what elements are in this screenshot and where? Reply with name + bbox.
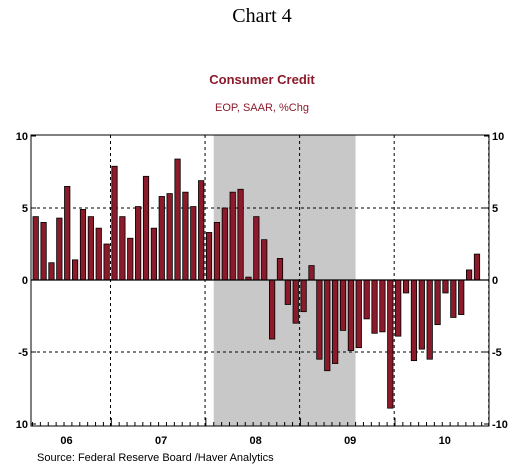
year-label: 08 [250,435,262,447]
right-y-tick-label: -10 [492,419,508,431]
bar [135,206,142,281]
bar [79,209,87,281]
bar [198,180,205,281]
bar [268,279,276,340]
year-label: 10 [439,435,451,447]
left-y-tick-label: 5 [22,203,28,215]
bar [48,262,55,281]
bar [213,221,221,281]
right-y-tick-label: 10 [492,131,504,143]
left-axis-labels: 10 5 0 -5 10 [16,131,28,431]
axis-ticks [31,135,489,426]
bar [229,191,236,281]
right-y-tick-label: 0 [492,275,498,287]
bar [103,243,110,281]
bar [166,193,173,281]
bar [56,217,63,281]
bar [174,158,181,281]
bar [205,232,213,281]
bar [190,206,197,281]
bar [119,216,126,281]
bar [127,237,134,281]
left-y-tick-label: 10 [16,419,28,431]
bar [324,279,331,372]
bar [426,279,433,360]
bar [142,175,150,281]
source-note: Source: Federal Reserve Board /Haver Ana… [37,452,274,464]
bar [363,279,370,320]
x-axis-year-labels: 06 07 08 09 10 [60,435,450,447]
right-y-tick-label: -5 [492,347,502,359]
left-y-tick-label: 0 [22,275,28,287]
bar [64,185,71,281]
bar [418,279,425,350]
bar [465,269,473,281]
bar [402,279,410,294]
bar [308,265,315,281]
bar [450,279,457,318]
bar [379,279,386,333]
year-label: 07 [155,435,167,447]
bar [150,227,157,281]
chart-supertitle: Chart 4 [232,5,291,27]
bar [72,259,79,281]
bar [237,188,244,281]
bar [355,279,362,349]
bar [284,279,291,305]
bar [347,279,355,351]
bar [473,253,481,281]
year-label: 06 [60,435,72,447]
bar [95,227,102,281]
left-y-tick-label: 10 [16,131,28,143]
bar [32,216,39,281]
bar [395,279,402,337]
left-y-tick-label: -5 [18,347,28,359]
chart-subtitle: EOP, SAAR, %Chg [215,102,309,114]
bar [221,207,228,281]
bar [253,216,260,281]
bar [434,279,441,326]
bar [40,221,47,281]
bar [87,216,94,281]
bar [332,279,339,364]
bar [371,279,378,334]
bar [182,191,189,281]
right-axis-labels: 10 5 0 -5 -10 [492,131,508,431]
bar-series [32,158,481,409]
year-label: 09 [344,435,356,447]
right-y-tick-label: 5 [492,203,498,215]
bar [111,165,118,281]
bar [339,279,347,331]
bar [276,257,284,281]
bar [292,279,299,324]
bar [387,279,394,409]
bar [261,239,268,281]
bar [300,279,307,313]
bar [410,279,418,362]
bar [158,196,165,281]
chart-title: Consumer Credit [209,72,315,87]
bar [442,279,449,294]
bar [316,279,323,360]
bar [458,279,465,315]
